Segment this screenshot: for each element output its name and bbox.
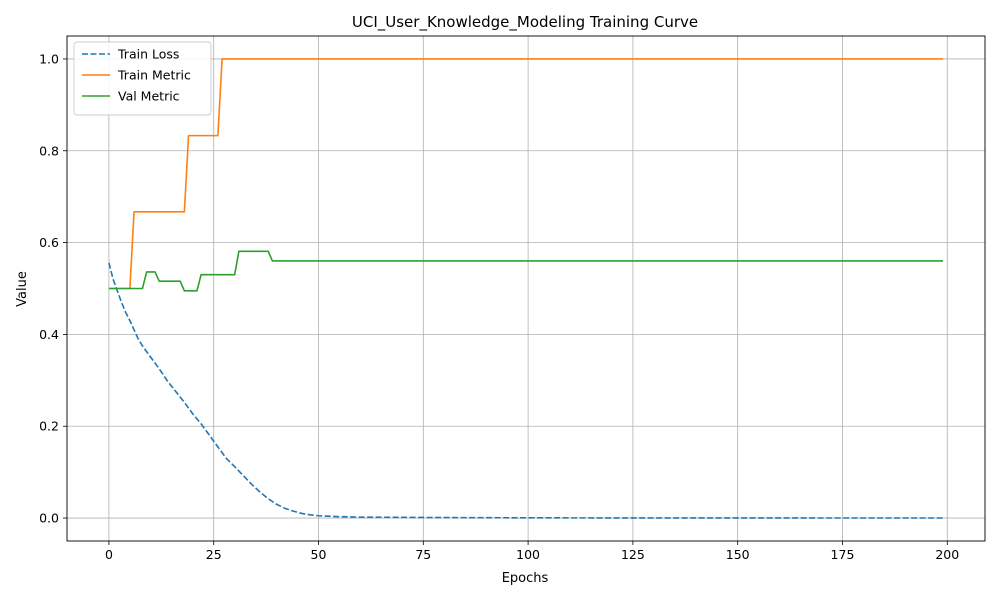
x-axis-label: Epochs	[502, 571, 549, 586]
tick-layer: 0 25 50 75 100 125 150 175 200 0.0 0.2 0.4 0.6 0.8 1.0	[39, 51, 959, 562]
x-tick-label: 100	[516, 547, 540, 562]
y-axis-label: Value	[15, 271, 30, 307]
y-tick-label: 0.6	[39, 235, 59, 250]
plot-frame	[66, 35, 986, 542]
x-tick-label: 50	[311, 547, 327, 562]
legend: Train Loss Train Metric Val Metric	[73, 41, 212, 116]
y-tick-label: 0.4	[39, 327, 59, 342]
x-tick-label: 175	[831, 547, 855, 562]
x-tick-label: 150	[726, 547, 750, 562]
legend-label: Train Loss	[117, 47, 179, 62]
legend-label: Train Metric	[117, 68, 191, 83]
series-line-val-metric	[108, 250, 944, 292]
x-tick-label: 0	[105, 547, 113, 562]
x-tick-label: 75	[415, 547, 431, 562]
legend-label: Val Metric	[118, 89, 180, 104]
x-tick-label: 25	[206, 547, 222, 562]
y-tick-label: 0.8	[39, 143, 59, 158]
y-tick-label: 1.0	[39, 51, 59, 66]
series-layer	[108, 58, 944, 519]
x-tick-label: 125	[621, 547, 645, 562]
series-line-train-metric	[108, 58, 944, 290]
chart-title: UCI_User_Knowledge_Modeling Training Cur…	[352, 13, 698, 32]
x-tick-label: 200	[935, 547, 959, 562]
y-tick-label: 0.2	[39, 419, 59, 434]
series-line-train-loss	[108, 262, 944, 519]
y-tick-label: 0.0	[39, 511, 59, 526]
